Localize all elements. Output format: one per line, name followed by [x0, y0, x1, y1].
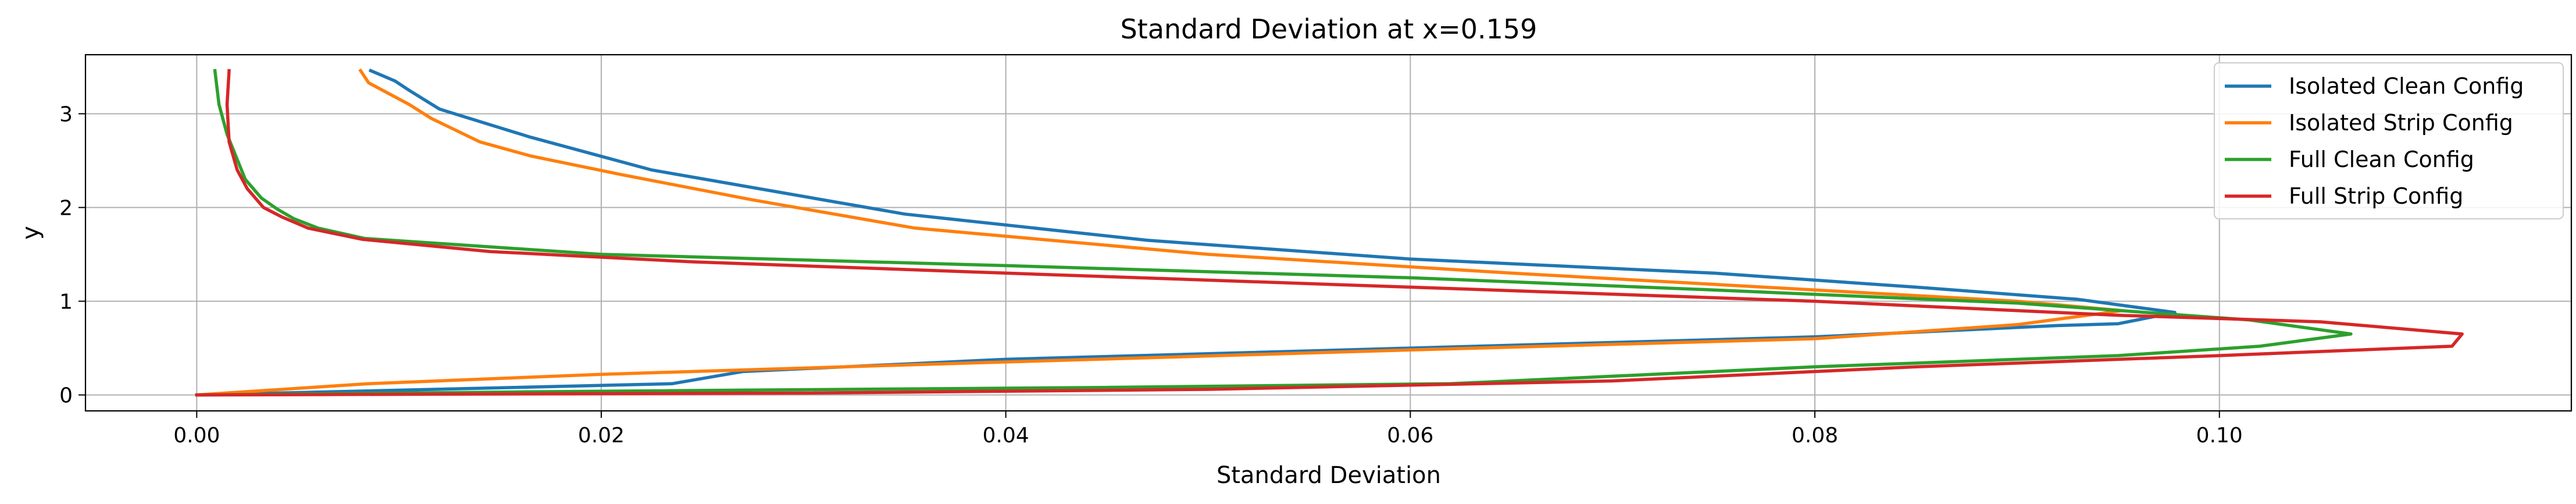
- legend-label-isolated-strip-config: Isolated Strip Config: [2289, 110, 2513, 136]
- x-tick-label: 0.02: [578, 424, 625, 448]
- series-line-full-clean-config: [195, 69, 2353, 397]
- series-line-isolated-clean-config: [195, 68, 2177, 397]
- legend: Isolated Clean Config Isolated Strip Conf…: [2214, 62, 2564, 219]
- grid: [85, 55, 2571, 411]
- plot-frame: [84, 54, 2573, 412]
- x-tick-label: 0.00: [173, 424, 220, 448]
- series-layer: [195, 68, 2464, 397]
- y-tick-label: 1: [59, 290, 73, 314]
- legend-box: [2214, 62, 2564, 219]
- y-axis-label: y: [17, 226, 44, 240]
- y-axis-ticks: 0 1 2 3: [59, 102, 85, 408]
- x-tick-label: 0.06: [1387, 424, 1433, 448]
- x-tick-label: 0.04: [983, 424, 1029, 448]
- plot-area: [84, 54, 2573, 412]
- y-tick-label: 0: [59, 384, 73, 408]
- chart-title: Standard Deviation at x=0.159: [1121, 13, 1537, 45]
- legend-label-isolated-clean-config: Isolated Clean Config: [2289, 73, 2524, 99]
- x-axis-ticks: 0.00 0.02 0.04 0.06 0.08 0.10: [173, 411, 2243, 448]
- x-tick-label: 0.10: [2196, 424, 2243, 448]
- y-tick-label: 2: [59, 197, 73, 221]
- y-tick-label: 3: [59, 102, 73, 126]
- legend-label-full-strip-config: Full Strip Config: [2289, 183, 2463, 209]
- legend-label-full-clean-config: Full Clean Config: [2289, 147, 2474, 172]
- x-tick-label: 0.08: [1792, 424, 1838, 448]
- series-line-full-strip-config: [195, 69, 2464, 397]
- series-line-isolated-strip-config: [195, 68, 2124, 397]
- x-axis-label: Standard Deviation: [1216, 462, 1441, 489]
